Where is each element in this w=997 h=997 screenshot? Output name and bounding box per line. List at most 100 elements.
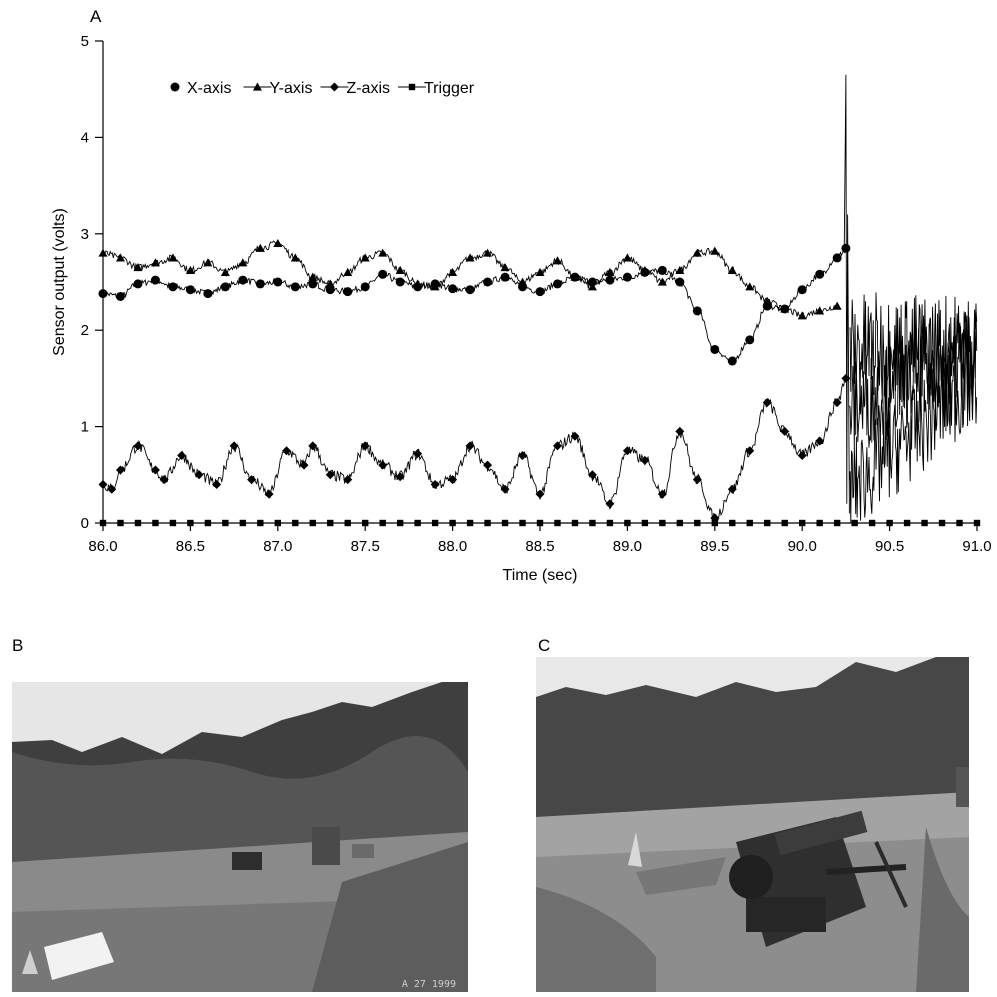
data-point-y-axis [483,248,493,257]
data-point-x-axis [168,282,178,292]
legend-marker-x-axis [170,82,180,92]
data-point-y-axis [518,277,528,286]
data-point-z-axis [622,446,632,456]
data-point-z-axis [360,441,370,451]
data-point-y-axis [745,282,755,291]
data-point-trigger [833,519,841,527]
data-point-x-axis [273,277,283,287]
legend-marker-z-axis [329,82,339,92]
data-point-trigger [431,519,439,527]
data-point-x-axis [832,253,842,263]
data-point-trigger [571,519,579,527]
data-point-z-axis [413,449,423,459]
data-point-x-axis [203,289,213,299]
data-point-y-axis [587,282,597,291]
legend-label-z-axis: Z-axis [346,80,390,97]
data-point-y-axis [430,282,440,291]
photo-b-tractor-in-field: A 27 1999 [12,682,468,992]
data-point-x-axis [622,272,632,282]
data-point-y-axis [133,263,143,272]
data-point-trigger [344,519,351,527]
sensor-chart: A 0 1 2 3 4 5 86.0 86.5 87.0 87.5 88.0 88.5 89.0 89.5 9… [51,7,992,584]
y-tick-label: 5 [81,33,89,50]
data-point-y-axis [535,267,545,276]
data-point-x-axis [797,285,807,295]
data-point-z-axis [587,470,597,480]
y-axis-title: Sensor output (volts) [51,208,68,356]
data-point-trigger [117,519,124,527]
data-point-z-axis [657,489,667,499]
data-point-trigger [187,519,194,527]
x-tick-label: 86.0 [88,538,117,555]
data-point-y-axis [115,253,125,262]
data-point-y-axis [552,256,562,265]
series-line-x-axis [102,247,847,363]
data-point-z-axis [247,475,257,485]
data-point-trigger [973,519,981,527]
data-point-z-axis [308,441,318,451]
data-point-y-axis [343,267,353,276]
data-point-trigger [746,519,753,527]
data-point-y-axis [220,267,230,276]
data-point-trigger [379,519,386,527]
data-point-trigger [729,519,736,527]
data-point-x-axis [185,285,195,295]
data-point-trigger [816,519,823,527]
data-point-y-axis [727,265,737,275]
data-point-z-axis [745,446,755,456]
data-point-z-axis [518,451,528,461]
data-point-z-axis [832,398,842,407]
data-point-z-axis [762,398,772,407]
photo-label-b: B [12,636,24,655]
data-point-x-axis [238,275,248,285]
data-point-trigger [711,519,718,527]
data-point-x-axis [308,279,318,289]
x-tick-label: 87.0 [263,538,292,555]
post-impact-signal [848,335,978,524]
legend-marker-y-axis [252,82,262,91]
data-point-trigger [327,519,334,527]
data-point-y-axis [378,248,388,257]
x-tick-label: 90.5 [875,538,904,555]
data-point-trigger [99,519,107,527]
data-point-trigger [938,519,946,527]
data-point-trigger [536,519,544,527]
data-point-trigger [309,519,316,527]
x-tick-label: 90.0 [788,538,817,555]
data-point-x-axis [255,279,265,289]
data-point-trigger [362,519,369,527]
data-point-trigger [606,519,614,527]
data-point-x-axis [395,277,405,287]
photo-date-stamp: A 27 1999 [401,979,456,990]
data-point-y-axis [657,277,667,286]
data-point-y-axis [622,253,632,262]
data-point-trigger [292,519,299,527]
data-point-z-axis [815,436,825,446]
data-point-x-axis [465,285,475,295]
data-point-y-axis [168,253,178,262]
y-tick-label: 4 [81,129,89,146]
data-point-z-axis [98,479,108,489]
legend-label-trigger: Trigger [424,80,475,97]
x-tick-label: 89.0 [613,538,642,555]
data-point-trigger [519,519,526,527]
data-point-x-axis [727,356,737,366]
data-point-z-axis [552,441,562,451]
data-point-z-axis [212,479,222,489]
data-point-trigger [257,519,264,527]
data-point-x-axis [483,277,493,287]
data-point-x-axis [133,279,143,289]
legend-label-y-axis: Y-axis [269,80,312,97]
data-point-y-axis [413,279,423,288]
data-point-z-axis [177,451,187,461]
data-point-y-axis [290,253,300,262]
data-point-z-axis [325,470,335,480]
y-tick-label: 0 [81,515,89,532]
data-point-x-axis [605,275,615,285]
data-point-y-axis [238,258,248,267]
data-point-x-axis [815,269,825,279]
data-point-trigger [449,519,456,527]
data-point-y-axis [675,265,685,275]
data-point-x-axis [290,282,300,292]
data-point-trigger [903,519,911,527]
